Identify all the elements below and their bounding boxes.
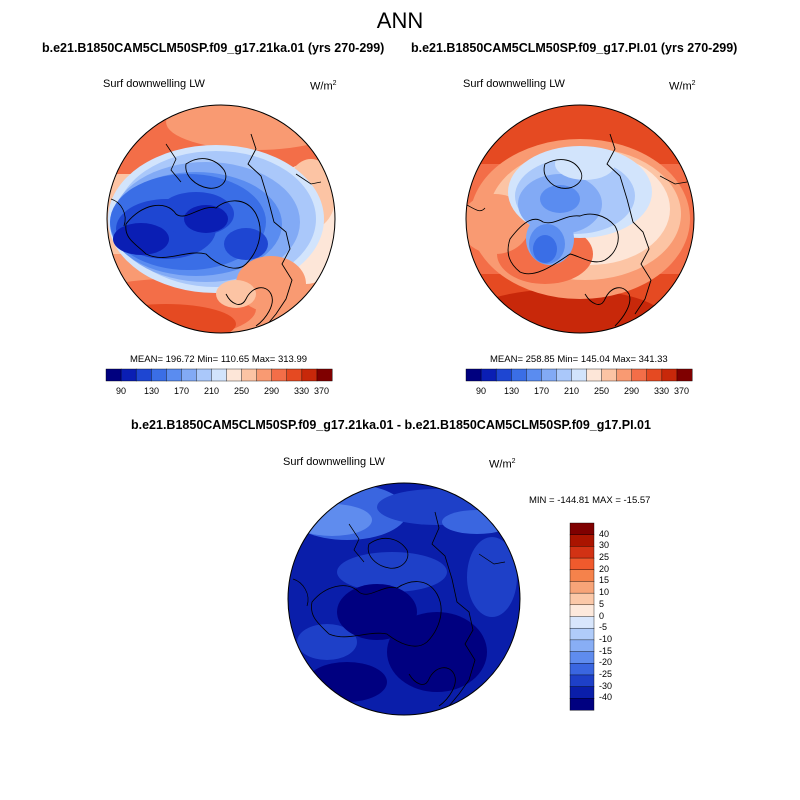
colorbar-tick: -30 bbox=[599, 680, 613, 691]
colorbar-tick: 250 bbox=[594, 386, 610, 396]
colorbar-swatch bbox=[480, 368, 497, 382]
panel-3-stats: MIN = -144.81 MAX = -15.57 bbox=[529, 495, 651, 506]
colorbar-tick: 5 bbox=[599, 598, 605, 609]
colorbar-tick: 250 bbox=[234, 386, 250, 396]
colorbar-swatch bbox=[181, 368, 197, 382]
colorbar-tick: 90 bbox=[116, 386, 127, 396]
colorbar-swatch bbox=[120, 368, 137, 382]
colorbar-swatch bbox=[569, 581, 595, 594]
colorbar-swatch bbox=[511, 368, 527, 382]
colorbar-swatch bbox=[316, 368, 333, 382]
panel-1-title: b.e21.B1850CAM5CLM50SP.f09_g17.21ka.01 (… bbox=[42, 41, 385, 55]
colorbar-swatch bbox=[569, 569, 595, 582]
colorbar-swatch bbox=[569, 674, 595, 688]
colorbar-tick: 290 bbox=[624, 386, 640, 396]
colorbar-swatch bbox=[569, 534, 595, 547]
colorbar-tick: 370 bbox=[674, 386, 690, 396]
colorbar-swatch bbox=[569, 698, 595, 711]
colorbar-tick: 210 bbox=[204, 386, 220, 396]
panel-1-stats: MEAN= 196.72 Min= 110.65 Max= 313.99 bbox=[130, 354, 308, 365]
colorbar-swatch bbox=[465, 368, 482, 382]
colorbar-swatch bbox=[586, 368, 603, 382]
colorbar-swatch bbox=[569, 651, 595, 664]
colorbar-tick: 20 bbox=[599, 563, 610, 574]
colorbar-tick: 330 bbox=[654, 386, 670, 396]
colorbar-swatch bbox=[569, 639, 595, 653]
colorbar-tick: 170 bbox=[534, 386, 550, 396]
panel-2-variable-label: Surf downwelling LW bbox=[463, 78, 565, 90]
panel-2-title: b.e21.B1850CAM5CLM50SP.f09_g17.PI.01 (yr… bbox=[411, 41, 738, 55]
colorbar-tick: 210 bbox=[564, 386, 580, 396]
colorbar-tick: -5 bbox=[599, 622, 608, 633]
panel-3-title: b.e21.B1850CAM5CLM50SP.f09_g17.21ka.01 -… bbox=[131, 418, 651, 432]
colorbar-tick: 30 bbox=[599, 540, 610, 551]
colorbar-swatch bbox=[569, 616, 595, 629]
colorbar-swatch bbox=[571, 368, 588, 382]
colorbar-tick: 10 bbox=[599, 587, 610, 598]
colorbar-tick: -15 bbox=[599, 645, 613, 656]
colorbar-swatch bbox=[271, 368, 288, 382]
figure-title: ANN bbox=[376, 8, 424, 33]
colorbar-swatch bbox=[226, 368, 243, 382]
colorbar-swatch bbox=[601, 368, 618, 382]
colorbar-tick: 15 bbox=[599, 575, 610, 586]
colorbar-swatch bbox=[135, 368, 152, 382]
colorbar-swatch bbox=[495, 368, 512, 382]
colorbar-swatch bbox=[616, 368, 633, 382]
colorbar-tick: 370 bbox=[314, 386, 330, 396]
colorbar-swatch bbox=[569, 686, 595, 699]
colorbar-swatch bbox=[211, 368, 228, 382]
colorbar-swatch bbox=[286, 368, 303, 382]
colorbar-swatch bbox=[569, 522, 595, 536]
colorbar-swatch bbox=[661, 368, 678, 382]
panel-2-colorbar bbox=[465, 368, 693, 382]
panel-3-polar-map bbox=[287, 482, 521, 716]
panel-3-variable-label: Surf downwelling LW bbox=[283, 456, 385, 468]
colorbar-swatch bbox=[256, 368, 273, 382]
colorbar-tick: -10 bbox=[599, 633, 613, 644]
colorbar-tick: 130 bbox=[144, 386, 160, 396]
panel-3-colorbar-ticks: 40 30 25 20 15 10 5 0 -5 -10 -15 -20 -25 -30 -40 bbox=[597, 523, 637, 710]
colorbar-tick: 25 bbox=[599, 552, 610, 563]
colorbar-swatch bbox=[556, 368, 572, 382]
colorbar-swatch bbox=[105, 368, 122, 382]
colorbar-swatch bbox=[166, 368, 182, 382]
colorbar-tick: 290 bbox=[264, 386, 280, 396]
colorbar-swatch bbox=[646, 368, 663, 382]
colorbar-swatch bbox=[631, 368, 648, 382]
colorbar-swatch bbox=[301, 368, 318, 382]
colorbar-tick: -40 bbox=[599, 692, 613, 703]
panel-2-units: W/m2 bbox=[669, 80, 696, 93]
colorbar-swatch bbox=[569, 546, 595, 559]
panel-2-stats: MEAN= 258.85 Min= 145.04 Max= 341.33 bbox=[490, 354, 668, 365]
colorbar-swatch bbox=[569, 557, 595, 571]
colorbar-swatch bbox=[541, 368, 557, 382]
colorbar-tick: 40 bbox=[599, 528, 610, 539]
panel-2-polar-map bbox=[465, 104, 695, 334]
panel-3-colorbar bbox=[569, 522, 595, 711]
panel-1-polar-map bbox=[106, 104, 336, 334]
panel-1-colorbar bbox=[105, 368, 333, 382]
panel-1-variable-label: Surf downwelling LW bbox=[103, 78, 205, 90]
colorbar-swatch bbox=[569, 663, 595, 676]
colorbar-tick: 170 bbox=[174, 386, 190, 396]
colorbar-swatch bbox=[676, 368, 693, 382]
panel-3-units: W/m2 bbox=[489, 458, 516, 471]
colorbar-tick: -20 bbox=[599, 657, 613, 668]
colorbar-swatch bbox=[569, 627, 595, 641]
colorbar-tick: -25 bbox=[599, 668, 613, 679]
colorbar-swatch bbox=[569, 604, 595, 617]
colorbar-swatch bbox=[241, 368, 258, 382]
panel-1-units: W/m2 bbox=[310, 80, 337, 93]
panel-1-colorbar-ticks: 90 130 170 210 250 290 330 370 bbox=[106, 386, 332, 398]
colorbar-tick: 330 bbox=[294, 386, 310, 396]
colorbar-swatch bbox=[151, 368, 167, 382]
panel-2-colorbar-ticks: 90 130 170 210 250 290 330 370 bbox=[466, 386, 692, 398]
colorbar-tick: 0 bbox=[599, 610, 605, 621]
colorbar-swatch bbox=[526, 368, 542, 382]
colorbar-swatch bbox=[569, 592, 595, 606]
colorbar-tick: 130 bbox=[504, 386, 520, 396]
colorbar-swatch bbox=[196, 368, 212, 382]
colorbar-tick: 90 bbox=[476, 386, 487, 396]
